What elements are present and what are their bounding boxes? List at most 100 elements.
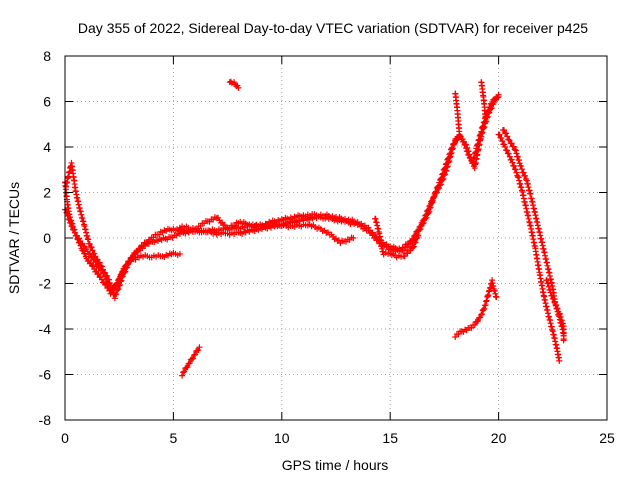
data-point-marker [424,207,431,214]
data-point-marker [408,237,415,244]
data-point-marker [428,197,435,204]
data-point-marker [86,240,93,247]
data-point-marker [434,185,441,192]
data-point-marker [478,128,485,135]
data-point-marker [558,317,565,324]
y-axis-label: SDTVAR / TECUs [6,182,22,294]
data-point-marker [112,281,119,288]
data-point-marker [62,206,69,213]
data-point-marker [97,274,104,281]
data-point-marker [176,250,183,257]
data-point-marker [557,313,564,320]
data-point-marker [551,299,558,306]
data-point-marker [433,189,440,196]
data-point-marker [69,223,76,230]
y-tick-label: 4 [43,139,51,155]
data-point-marker [486,104,493,111]
data-point-marker [505,136,512,143]
data-point-marker [478,311,485,318]
data-point-marker [416,223,423,230]
series-arc-F [452,90,463,139]
series-arc-E [226,78,242,91]
data-point-marker [110,285,117,292]
data-point-marker [69,226,76,233]
data-point-marker [501,127,508,134]
data-point-marker [118,272,125,279]
data-point-marker [512,147,519,154]
data-point-marker [480,123,487,130]
data-point-marker [114,280,121,287]
chart-title: Day 355 of 2022, Sidereal Day-to-day VTE… [78,20,588,36]
data-point-marker [79,240,86,247]
data-point-marker [495,93,502,100]
data-point-marker [547,289,554,296]
data-point-marker [479,124,486,131]
data-point-marker [477,314,484,321]
data-point-marker [460,138,467,145]
data-point-marker [510,143,517,150]
data-point-marker [88,244,95,251]
data-point-marker [481,118,488,125]
x-tick-label: 0 [61,430,69,446]
data-point-marker [423,211,430,218]
data-point-marker [111,295,118,302]
data-point-marker [120,267,127,274]
data-points [62,78,567,379]
data-point-marker [126,257,133,264]
data-point-marker [192,351,199,358]
data-point-marker [475,318,482,325]
data-point-marker [545,280,552,287]
data-point-marker [509,159,516,166]
y-tick-label: -8 [39,412,52,428]
data-point-marker [449,146,456,153]
data-point-marker [196,344,203,351]
data-point-marker [447,150,454,157]
data-point-marker [412,239,419,246]
data-point-marker [411,239,418,246]
data-point-marker [415,232,422,239]
data-point-marker [112,291,119,298]
data-point-marker [506,137,513,144]
data-point-marker [462,142,469,149]
series-arc-D [176,93,502,254]
data-point-marker [480,306,487,313]
data-point-marker [440,175,447,182]
data-point-marker [560,337,567,344]
data-point-marker [480,119,487,126]
data-point-marker [235,84,242,91]
data-point-marker [516,157,523,164]
series-arc-K [452,277,500,340]
data-point-marker [471,322,478,329]
data-point-marker [449,145,456,152]
series-arc-J [543,277,567,344]
data-point-marker [116,277,123,284]
data-point-marker [184,364,191,371]
data-point-marker [409,244,416,251]
data-point-marker [350,235,357,241]
data-point-marker [113,290,120,297]
data-point-marker [505,150,512,157]
data-point-marker [514,153,521,160]
data-point-marker [518,163,525,170]
data-point-marker [556,310,563,317]
data-point-marker [130,253,137,260]
data-point-marker [66,216,73,223]
series-arc-I [499,126,567,337]
data-point-marker [90,263,97,270]
data-point-marker [420,217,427,224]
data-point-marker [441,171,448,178]
data-point-marker [508,156,515,163]
data-point-marker [422,212,429,219]
series-arc-M [372,215,422,261]
data-point-marker [502,144,509,150]
data-point-marker [101,270,108,277]
data-point-marker [554,305,561,312]
data-point-marker [503,130,510,137]
data-point-marker [134,249,141,256]
data-point-marker [482,114,489,121]
data-point-marker [511,146,518,153]
data-point-marker [186,360,193,367]
data-point-marker [464,148,471,155]
data-point-marker [98,267,105,274]
